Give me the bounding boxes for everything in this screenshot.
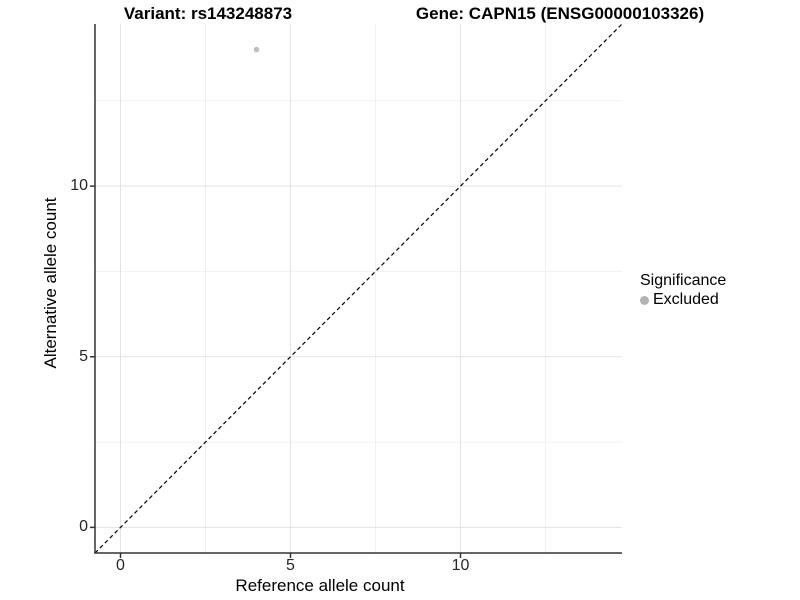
y-tick-label: 0	[79, 518, 88, 536]
identity-line	[94, 23, 623, 554]
x-axis-title: Reference allele count	[235, 576, 405, 595]
x-tick-label: 0	[116, 557, 125, 574]
y-axis-title: Alternative allele count	[41, 197, 60, 369]
legend: Significance Excluded	[636, 272, 726, 309]
y-tick-label: 10	[70, 177, 88, 195]
legend-point-icon	[640, 295, 649, 305]
legend-item-label: Excluded	[653, 291, 719, 308]
x-tick-label: 10	[451, 557, 470, 574]
legend-key	[636, 292, 653, 309]
data-point	[253, 46, 260, 53]
plot-title-variant: Variant: rs143248873	[123, 4, 293, 23]
x-tick-label: 5	[286, 557, 295, 574]
legend-item-excluded: Excluded	[636, 291, 726, 309]
y-tick-label: 5	[79, 347, 88, 365]
plot-title-gene: Gene: CAPN15 (ENSG00000103326)	[415, 4, 705, 23]
legend-title: Significance	[640, 272, 727, 289]
